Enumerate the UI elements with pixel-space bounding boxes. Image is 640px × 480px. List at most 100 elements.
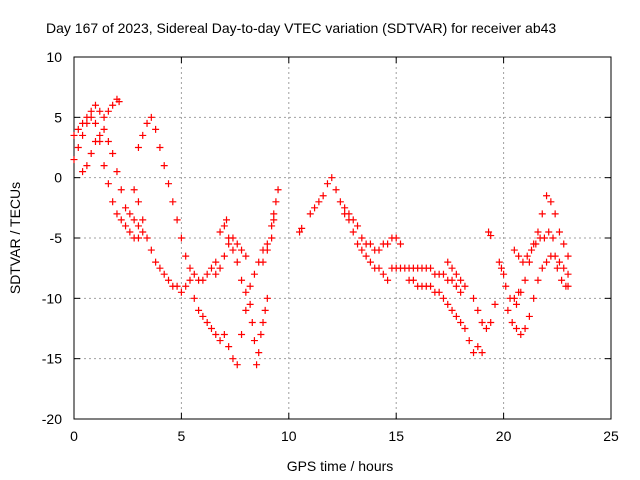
data-point-marker bbox=[263, 240, 271, 248]
data-point-marker bbox=[366, 240, 374, 248]
data-point-marker bbox=[203, 318, 211, 326]
data-point-marker bbox=[122, 222, 130, 230]
data-point-marker bbox=[199, 312, 207, 320]
y-tick-label: -5 bbox=[50, 230, 63, 246]
data-point-marker bbox=[216, 264, 224, 272]
data-point-marker bbox=[545, 228, 553, 236]
data-point-marker bbox=[530, 294, 538, 302]
data-point-marker bbox=[165, 180, 173, 188]
data-point-marker bbox=[186, 264, 194, 272]
data-point-marker bbox=[523, 252, 531, 260]
data-point-marker bbox=[555, 228, 563, 236]
data-point-marker bbox=[510, 246, 518, 254]
series-sat-a bbox=[70, 113, 147, 242]
data-point-marker bbox=[558, 276, 566, 284]
data-point-marker bbox=[130, 186, 138, 194]
data-point-marker bbox=[555, 258, 563, 266]
data-point-marker bbox=[534, 228, 542, 236]
data-point-marker bbox=[296, 228, 304, 236]
data-point-marker bbox=[384, 276, 392, 284]
data-point-marker bbox=[375, 246, 383, 254]
data-point-marker bbox=[134, 234, 142, 242]
data-point-marker bbox=[74, 144, 82, 151]
data-point-marker bbox=[375, 264, 383, 272]
x-tick-label: 15 bbox=[388, 428, 404, 444]
data-point-marker bbox=[497, 264, 505, 272]
data-point-marker bbox=[238, 246, 246, 254]
data-point-marker bbox=[551, 210, 559, 218]
data-point-marker bbox=[396, 240, 404, 248]
data-point-marker bbox=[354, 222, 362, 230]
data-point-marker bbox=[315, 198, 323, 206]
data-point-marker bbox=[104, 180, 112, 188]
data-point-marker bbox=[482, 325, 490, 332]
data-point-marker bbox=[549, 234, 557, 242]
data-point-marker bbox=[233, 258, 241, 266]
data-point-marker bbox=[465, 337, 473, 345]
data-point-marker bbox=[452, 270, 460, 278]
series-sat-f bbox=[190, 234, 250, 345]
data-point-marker bbox=[182, 282, 190, 290]
data-point-marker bbox=[109, 198, 117, 206]
data-point-marker bbox=[444, 258, 452, 266]
data-point-marker bbox=[109, 101, 117, 109]
data-point-marker bbox=[79, 131, 87, 139]
data-point-marker bbox=[540, 234, 548, 242]
data-point-marker bbox=[147, 113, 155, 121]
series-sat-s bbox=[512, 192, 572, 308]
y-tick-label: 0 bbox=[54, 170, 62, 186]
data-point-marker bbox=[70, 156, 78, 164]
data-point-marker bbox=[91, 137, 99, 145]
data-point-marker bbox=[177, 288, 185, 296]
data-point-marker bbox=[126, 228, 134, 236]
series-sat-p bbox=[485, 228, 495, 240]
data-point-marker bbox=[79, 168, 87, 176]
data-point-marker bbox=[242, 288, 250, 296]
data-point-marker bbox=[259, 258, 267, 266]
data-point-marker bbox=[212, 331, 220, 339]
data-point-marker bbox=[225, 343, 233, 351]
data-point-marker bbox=[113, 210, 121, 218]
data-point-marker bbox=[470, 349, 478, 357]
series-sat-l bbox=[388, 264, 465, 296]
data-point-marker bbox=[250, 337, 258, 345]
data-point-marker bbox=[521, 276, 529, 284]
data-point-marker bbox=[91, 119, 99, 127]
data-point-marker bbox=[461, 325, 469, 332]
data-point-marker bbox=[474, 343, 482, 351]
data-point-marker bbox=[117, 186, 125, 194]
data-point-marker bbox=[126, 210, 134, 218]
data-point-marker bbox=[532, 240, 540, 248]
data-point-marker bbox=[547, 198, 555, 206]
data-point-marker bbox=[349, 228, 357, 236]
series-sat-d bbox=[134, 113, 220, 284]
series-sat-c bbox=[79, 125, 142, 230]
data-point-marker bbox=[220, 252, 228, 260]
data-point-marker bbox=[336, 198, 344, 206]
data-point-marker bbox=[238, 276, 246, 284]
chart-title: Day 167 of 2023, Sidereal Day-to-day VTE… bbox=[46, 20, 556, 36]
data-point-marker bbox=[274, 186, 282, 194]
data-point-marker bbox=[207, 325, 215, 332]
data-point-marker bbox=[160, 270, 168, 278]
data-point-marker bbox=[487, 232, 495, 240]
data-point-marker bbox=[229, 355, 237, 363]
data-point-marker bbox=[104, 107, 112, 115]
data-point-marker bbox=[83, 162, 91, 170]
data-point-marker bbox=[91, 101, 99, 109]
data-point-marker bbox=[255, 349, 263, 357]
data-point-marker bbox=[525, 312, 533, 320]
data-point-marker bbox=[160, 162, 168, 170]
data-point-marker bbox=[525, 258, 533, 266]
data-point-marker bbox=[564, 252, 572, 260]
series-sat-o bbox=[470, 294, 499, 332]
data-point-marker bbox=[233, 361, 241, 369]
x-tick-label: 10 bbox=[281, 428, 297, 444]
data-point-marker bbox=[152, 258, 160, 266]
data-point-marker bbox=[134, 222, 142, 230]
data-point-marker bbox=[504, 306, 512, 314]
data-point-marker bbox=[238, 331, 246, 339]
data-point-marker bbox=[263, 246, 271, 254]
data-point-marker bbox=[223, 216, 231, 224]
